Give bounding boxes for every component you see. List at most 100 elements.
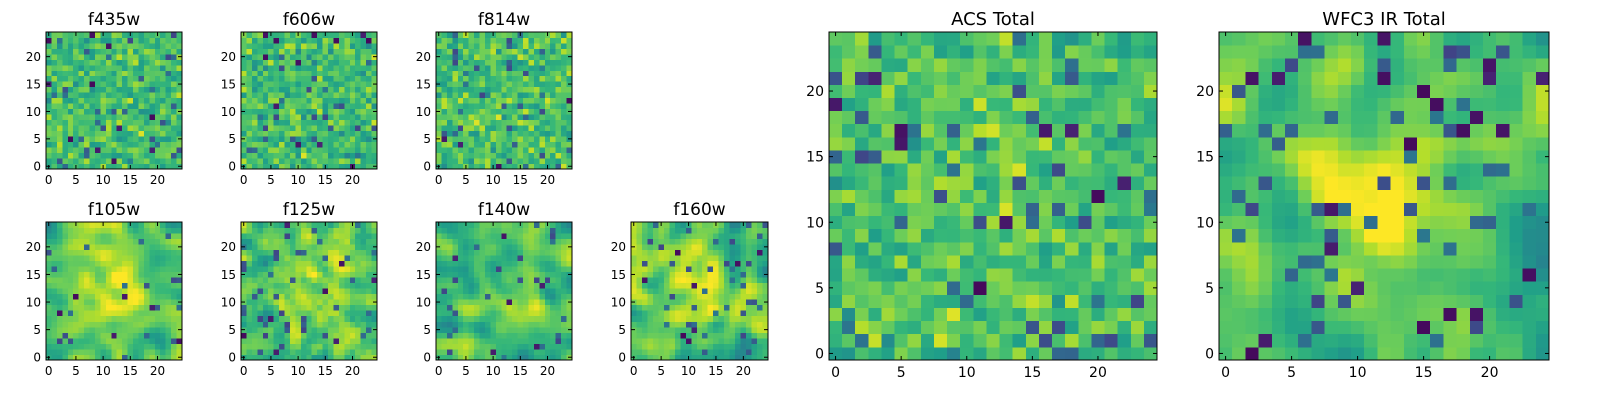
heatmap-cell bbox=[999, 163, 1014, 177]
heatmap-cell bbox=[446, 42, 453, 49]
heatmap-cell bbox=[279, 92, 285, 99]
heatmap-cell bbox=[501, 233, 508, 239]
heatmap-cell bbox=[501, 299, 508, 306]
heatmap-cell bbox=[279, 266, 285, 273]
x-tick-label: 20 bbox=[540, 173, 555, 187]
heatmap-cell bbox=[533, 238, 540, 245]
heatmap-cell bbox=[171, 53, 177, 60]
heatmap-cell bbox=[463, 260, 470, 267]
heatmap-cell bbox=[165, 227, 172, 234]
y-tick-label: 5 bbox=[423, 132, 431, 146]
heatmap-cell bbox=[56, 97, 63, 104]
heatmap-cell bbox=[528, 48, 535, 55]
heatmap-cell bbox=[46, 119, 52, 126]
heatmap-cell bbox=[111, 42, 118, 49]
heatmap-cell bbox=[757, 315, 763, 322]
heatmap-cell bbox=[51, 119, 58, 126]
heatmap-cell bbox=[561, 103, 567, 110]
heatmap-cell bbox=[306, 288, 313, 295]
heatmap-cell bbox=[251, 321, 258, 328]
heatmap-cell bbox=[555, 119, 562, 126]
heatmap-cell bbox=[479, 326, 486, 333]
heatmap-cell bbox=[986, 176, 1000, 190]
heatmap-cell bbox=[713, 304, 720, 311]
heatmap-cell bbox=[122, 32, 128, 38]
heatmap-cell bbox=[100, 64, 107, 71]
heatmap-cell bbox=[484, 348, 491, 355]
heatmap-cell bbox=[757, 266, 763, 273]
heatmap-cell bbox=[268, 282, 275, 289]
heatmap-cell bbox=[127, 293, 134, 300]
heatmap-cell bbox=[84, 32, 90, 38]
heatmap-cell bbox=[636, 337, 643, 344]
heatmap-cell bbox=[67, 227, 74, 234]
heatmap-cell bbox=[300, 222, 307, 228]
heatmap-cell bbox=[533, 271, 540, 278]
heatmap-cell bbox=[1052, 307, 1066, 322]
heatmap-cell bbox=[273, 147, 280, 153]
heatmap-cell bbox=[322, 141, 329, 148]
heatmap-cell bbox=[268, 152, 275, 159]
heatmap-cell bbox=[751, 260, 758, 267]
heatmap-cell bbox=[746, 266, 752, 273]
heatmap-cell bbox=[696, 321, 703, 328]
heatmap-cell bbox=[371, 103, 378, 110]
heatmap-cell bbox=[94, 326, 101, 333]
heatmap-cell bbox=[855, 150, 869, 164]
heatmap-cell bbox=[333, 147, 340, 153]
heatmap-cell bbox=[474, 37, 480, 44]
heatmap-cell bbox=[94, 304, 101, 311]
heatmap-cell bbox=[457, 141, 464, 148]
heatmap-cell bbox=[1091, 163, 1105, 177]
heatmap-cell bbox=[1143, 320, 1158, 335]
heatmap-cell bbox=[933, 281, 948, 295]
heatmap-cell bbox=[550, 315, 557, 322]
heatmap-cell bbox=[757, 282, 763, 289]
heatmap-cell bbox=[484, 119, 491, 126]
heatmap-cell bbox=[566, 114, 573, 121]
heatmap-cell bbox=[127, 326, 134, 333]
heatmap-cell bbox=[338, 158, 345, 164]
heatmap-cell bbox=[333, 321, 340, 328]
heatmap-cell bbox=[446, 266, 453, 273]
heatmap-cell bbox=[284, 260, 291, 267]
heatmap-cell bbox=[322, 282, 329, 289]
heatmap-cell bbox=[550, 147, 557, 153]
heatmap-cell bbox=[100, 92, 107, 99]
heatmap-cell bbox=[550, 53, 557, 60]
heatmap-cell bbox=[647, 354, 654, 361]
heatmap-cell bbox=[73, 141, 80, 148]
heatmap-cell bbox=[251, 32, 258, 38]
heatmap-cell bbox=[127, 114, 134, 121]
heatmap-cell bbox=[84, 271, 90, 278]
heatmap-cell bbox=[468, 53, 475, 60]
heatmap-cell bbox=[116, 227, 123, 234]
heatmap-cell bbox=[251, 108, 258, 115]
heatmap-cell bbox=[73, 158, 80, 164]
heatmap-cell bbox=[641, 249, 648, 256]
heatmap-cell bbox=[512, 75, 518, 82]
heatmap-cell bbox=[306, 141, 313, 148]
heatmap-cell bbox=[457, 125, 464, 132]
heatmap-cell bbox=[685, 233, 692, 239]
heatmap-cell bbox=[116, 130, 123, 137]
heatmap-cell bbox=[501, 222, 508, 228]
heatmap-cell bbox=[495, 163, 502, 170]
heatmap-cell bbox=[257, 255, 264, 262]
heatmap-cell bbox=[133, 233, 139, 239]
heatmap-cell bbox=[51, 332, 58, 339]
heatmap-cell bbox=[138, 222, 145, 228]
heatmap-cell bbox=[512, 288, 518, 295]
heatmap-cell bbox=[94, 92, 101, 99]
x-tick-label: 20 bbox=[345, 364, 360, 378]
heatmap-cell bbox=[490, 125, 497, 132]
heatmap-cell bbox=[78, 293, 85, 300]
y-tick-label: 5 bbox=[33, 132, 41, 146]
heatmap-cell bbox=[105, 147, 112, 153]
heatmap-cell bbox=[631, 348, 637, 355]
heatmap-cell bbox=[176, 130, 183, 137]
heatmap-cell bbox=[674, 271, 681, 278]
heatmap-cell bbox=[441, 152, 448, 159]
heatmap-cell bbox=[490, 75, 497, 82]
